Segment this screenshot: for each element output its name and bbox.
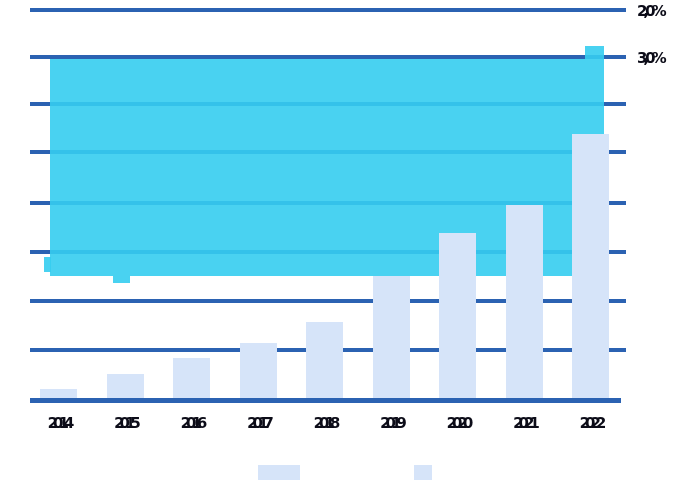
right-axis-label: 3,0% <box>637 49 667 67</box>
x-tick-label: 2018 <box>313 414 341 432</box>
right-axis-label: 2,0% <box>637 2 667 20</box>
gridline <box>30 55 626 59</box>
area-segment <box>113 276 130 283</box>
legend-swatch <box>258 465 300 480</box>
x-tick-label: 2021 <box>513 414 540 432</box>
x-tick-label: 2015 <box>114 414 141 432</box>
bar <box>372 276 410 398</box>
bar <box>239 343 277 398</box>
gridline <box>30 8 626 12</box>
x-tick-label: 2017 <box>247 414 274 432</box>
x-tick-label: 2019 <box>380 414 407 432</box>
bar <box>572 134 609 398</box>
x-tick-label: 2020 <box>446 414 474 432</box>
bar <box>505 205 543 398</box>
bar <box>173 358 210 398</box>
area-segment <box>44 257 51 272</box>
gridline <box>30 299 626 303</box>
x-tick-label: 2016 <box>180 414 208 432</box>
bar <box>106 374 144 398</box>
x-tick-label: 2014 <box>47 414 75 432</box>
x-axis-line <box>30 398 621 403</box>
legend-swatch <box>414 465 432 480</box>
x-tick-label: 2022 <box>579 414 607 432</box>
bar <box>306 322 343 398</box>
bar <box>40 389 77 398</box>
bar <box>439 233 476 398</box>
area-segment <box>585 46 604 59</box>
